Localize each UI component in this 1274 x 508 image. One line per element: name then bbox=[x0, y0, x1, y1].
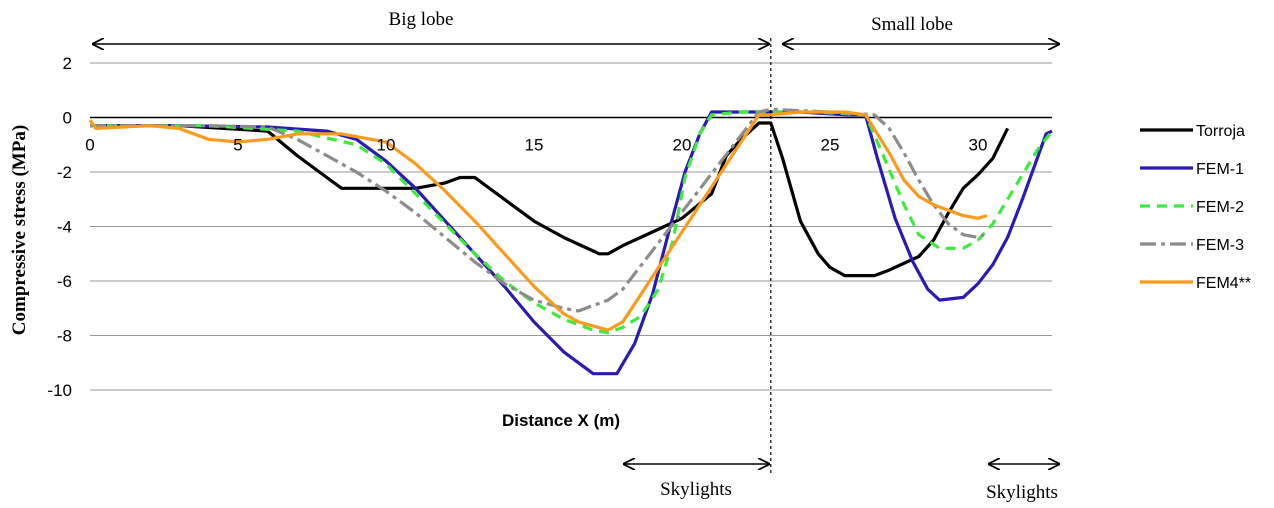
x-tick-label: 0 bbox=[85, 136, 94, 155]
x-tick-label: 20 bbox=[673, 136, 692, 155]
annotations: Big lobe Small lobe Skylights Skylights bbox=[92, 9, 1060, 503]
legend-label: FEM-3 bbox=[1196, 237, 1244, 254]
series-line-1 bbox=[90, 121, 1010, 278]
x-tick-label: 25 bbox=[821, 136, 840, 155]
y-tick-label: -4 bbox=[57, 218, 72, 237]
x-axis-title: Distance X (m) bbox=[502, 411, 620, 430]
y-tick-label: -10 bbox=[47, 381, 72, 400]
x-tick-label: 5 bbox=[233, 136, 242, 155]
y-tick-label: -8 bbox=[57, 327, 72, 346]
series-line-4 bbox=[90, 107, 985, 313]
legend-label: Torroja bbox=[1196, 123, 1245, 140]
legend-label: FEM-2 bbox=[1196, 199, 1244, 216]
skylights-label-2: Skylights bbox=[986, 482, 1058, 503]
series-lines bbox=[88, 107, 1054, 376]
y-tick-label: -2 bbox=[57, 163, 72, 182]
small-lobe-label: Small lobe bbox=[871, 14, 953, 35]
skylights-label-1: Skylights bbox=[660, 479, 732, 500]
y-tick-label: -6 bbox=[57, 272, 72, 291]
series-line-3 bbox=[90, 110, 1054, 335]
y-tick-label: 0 bbox=[63, 109, 72, 128]
big-lobe-label: Big lobe bbox=[389, 9, 454, 30]
x-tick-label: 15 bbox=[525, 136, 544, 155]
y-tick-label: 2 bbox=[63, 54, 72, 73]
x-tick-label: 10 bbox=[377, 136, 396, 155]
gridlines bbox=[90, 62, 1052, 391]
legend: Torroja FEM-1 FEM-2 FEM-3 FEM4** bbox=[1140, 123, 1251, 292]
x-tick-label: 30 bbox=[969, 136, 988, 155]
legend-label: FEM-1 bbox=[1196, 161, 1244, 178]
y-axis-title: Compressive stress (MPa) bbox=[9, 125, 30, 335]
axis-tick-labels: 20-2-4-6-8-100 5 10 15 20 25 30 bbox=[47, 54, 987, 400]
legend-label: FEM4** bbox=[1196, 275, 1251, 292]
series-line-5 bbox=[88, 110, 988, 332]
